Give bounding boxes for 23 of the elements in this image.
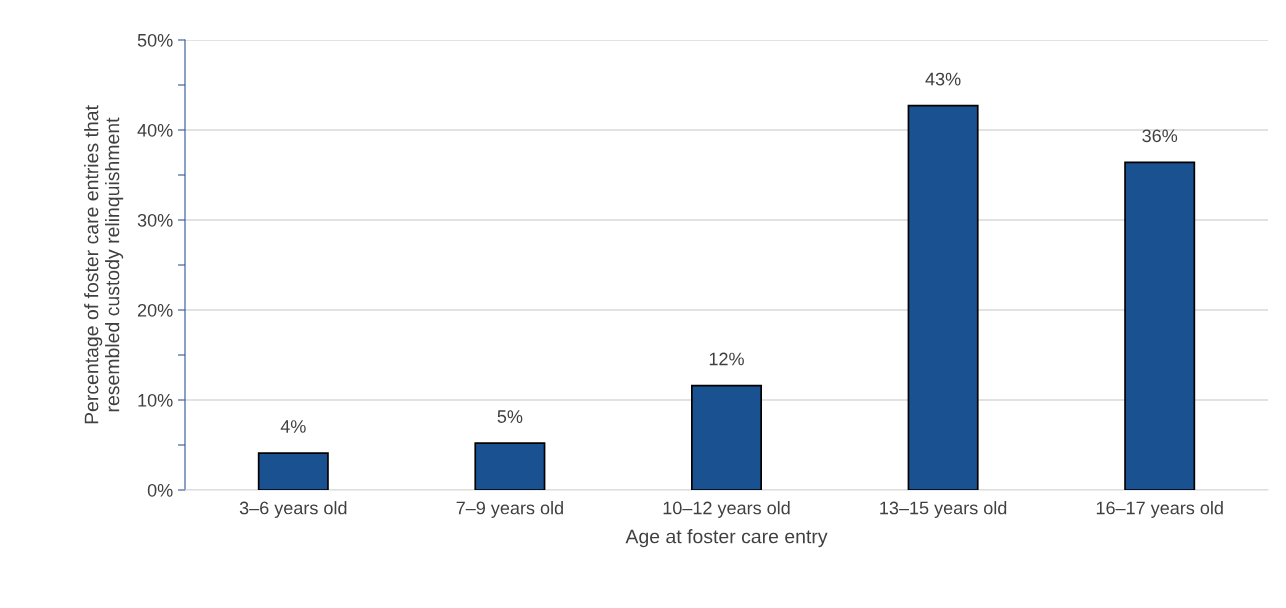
data-label: 5% [497, 410, 523, 423]
y-tick-label: 50% [137, 33, 173, 47]
data-label: 12% [709, 352, 744, 366]
x-tick-label: 7–9 years old [456, 501, 563, 518]
y-tick-label: 10% [138, 393, 173, 407]
x-tick-label: 16–17 years old [1096, 501, 1223, 518]
y-tick-label: 20% [137, 303, 173, 317]
y-axis-title: Percentage of foster care entries that resembled custody relinquishment [84, 105, 124, 424]
y-tick-label: 30% [137, 213, 173, 227]
x-tick-label: 3–6 years old [239, 501, 347, 518]
data-label: 43% [925, 72, 961, 86]
x-tick-label: 13–15 years old [880, 501, 1007, 518]
bar [1124, 161, 1196, 490]
bar [907, 104, 979, 490]
data-label: 4% [280, 420, 306, 433]
x-tick-label: 10–12 years old [663, 501, 790, 518]
bar [257, 452, 329, 490]
data-label: 36% [1142, 129, 1178, 143]
x-axis-title: Age at foster care entry [625, 529, 828, 548]
y-tick-label: 0% [147, 483, 173, 497]
bar [474, 442, 546, 490]
bar [691, 384, 762, 490]
y-tick-label: 40% [137, 123, 173, 137]
